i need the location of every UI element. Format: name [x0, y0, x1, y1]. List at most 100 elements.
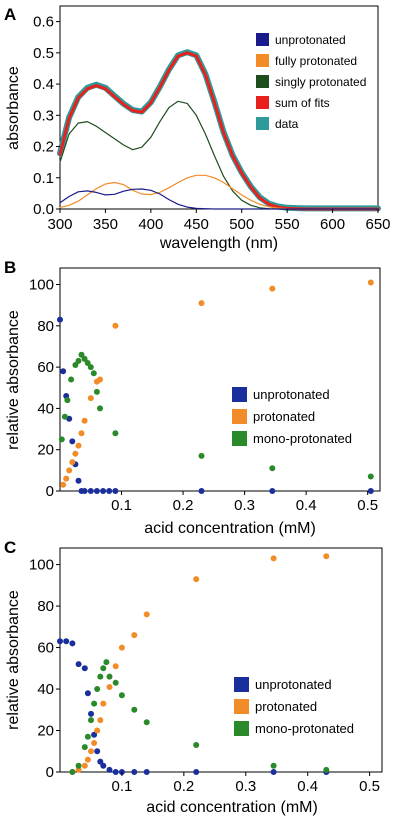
legend-swatch-singly-protonated [256, 75, 269, 88]
data-point-mono-protonated [91, 700, 98, 707]
data-point-unprotonated [106, 766, 113, 773]
data-point-mono-protonated [81, 744, 88, 751]
data-point-protonated [97, 376, 103, 383]
x-tick-label: 0.4 [297, 778, 318, 795]
data-point-unprotonated [112, 488, 119, 494]
panel-a-lines [57, 49, 381, 212]
y-tick-label: 0.4 [33, 76, 54, 93]
x-tick-label: 0.5 [357, 497, 378, 514]
data-point-unprotonated [112, 769, 119, 775]
data-point-unprotonated [57, 638, 63, 645]
legend-label-singly-protonated: singly protonated [275, 75, 366, 89]
data-point-mono-protonated [90, 370, 97, 377]
data-point-unprotonated [75, 477, 82, 484]
data-point-unprotonated [63, 638, 70, 645]
legend-label-protonated: protonated [253, 409, 315, 424]
y-tick-label: 0.6 [33, 14, 54, 31]
x-tick-label: 400 [138, 216, 163, 233]
x-tick-label: 600 [320, 216, 345, 233]
data-point-unprotonated [367, 488, 374, 494]
x-tick-label: 500 [229, 216, 254, 233]
data-point-unprotonated [57, 316, 63, 323]
legend-label-mono-protonated: mono-protonated [253, 431, 352, 446]
data-point-protonated [106, 684, 113, 690]
data-point-mono-protonated [97, 673, 104, 680]
series-line-unprotonated [59, 188, 379, 210]
data-point-unprotonated [269, 488, 276, 494]
data-point-protonated [69, 459, 76, 466]
data-point-mono-protonated [75, 762, 82, 769]
data-point-unprotonated [193, 769, 200, 775]
y-tick-label: 80 [37, 318, 54, 335]
panel-c-points [57, 553, 330, 775]
data-point-protonated [72, 450, 79, 457]
data-point-unprotonated [97, 758, 104, 765]
panel-a-ylabel: absorbance [5, 66, 22, 150]
data-point-protonated [118, 644, 125, 651]
panel-a-plot: 300 350 400 450 500 550 600 650 0.0 0.1 0.2 0.3 0.4 0… [5, 5, 391, 252]
y-tick-label: 100 [29, 557, 54, 574]
data-point-protonated [91, 740, 98, 746]
legend-label-data: data [275, 117, 299, 131]
data-point-protonated [112, 663, 119, 670]
x-tick-label: 0.2 [173, 778, 194, 795]
data-point-protonated [81, 417, 88, 424]
data-point-unprotonated [270, 769, 277, 775]
data-point-mono-protonated [100, 665, 107, 672]
data-point-unprotonated [143, 769, 150, 775]
data-point-unprotonated [131, 769, 138, 775]
x-tick-label: 650 [365, 216, 390, 233]
y-tick-label: 0.2 [33, 139, 54, 156]
data-point-unprotonated [100, 762, 107, 769]
x-tick-label: 550 [275, 216, 300, 233]
data-point-mono-protonated [75, 357, 82, 364]
x-tick-label: 0.3 [235, 778, 256, 795]
data-point-protonated [63, 475, 70, 482]
legend-label-fully-protonated: fully protonated [275, 54, 357, 68]
panel-a-legend: unprotonated fully protonated singly proto… [256, 33, 366, 131]
data-point-mono-protonated [118, 692, 125, 699]
data-point-mono-protonated [143, 719, 150, 726]
legend-swatch-mono-protonated [232, 431, 247, 446]
data-point-unprotonated [94, 748, 101, 755]
panel-a-ticks: 300 350 400 450 500 550 600 650 0.0 0.1 0.2 0.3 0.4 0… [33, 14, 390, 233]
legend-label-unprotonated: unprotonated [275, 33, 346, 47]
x-tick-label: 300 [47, 216, 72, 233]
data-point-protonated [81, 762, 88, 769]
panel-c-legend: unprotonated protonated mono-protonated [234, 677, 354, 736]
y-tick-label: 100 [29, 277, 54, 294]
data-point-unprotonated [75, 661, 82, 668]
legend-swatch-mono-protonated [234, 721, 249, 736]
y-tick-label: 20 [37, 442, 54, 459]
panel-b-frame [59, 267, 381, 492]
data-point-mono-protonated [61, 413, 68, 420]
data-point-protonated [270, 555, 277, 562]
data-point-mono-protonated [58, 436, 65, 443]
data-point-protonated [100, 700, 107, 707]
data-point-protonated [87, 395, 94, 402]
data-point-mono-protonated [97, 405, 103, 412]
data-point-protonated [269, 285, 276, 292]
data-point-mono-protonated [193, 742, 200, 748]
data-point-mono-protonated [103, 659, 110, 666]
x-tick-label: 0.2 [173, 497, 194, 514]
panel-b-xlabel: acid concentration (mM) [144, 520, 316, 537]
panel-b-ticks: 0.1 0.2 0.3 0.4 0.5 0 20 40 60 80 100 [29, 277, 378, 514]
data-point-unprotonated [87, 488, 94, 494]
panel-c-ticks: 0.1 0.2 0.3 0.4 0.5 0 20 40 60 80 100 [29, 557, 380, 795]
y-tick-label: 0.5 [33, 45, 54, 62]
data-point-unprotonated [88, 710, 94, 717]
data-point-mono-protonated [367, 473, 374, 480]
data-point-protonated [84, 756, 91, 763]
data-point-mono-protonated [93, 388, 100, 395]
x-tick-label: 0.4 [296, 497, 317, 514]
series-line-fully-protonated [59, 174, 379, 210]
panel-b-legend: unprotonated protonated mono-protonated [232, 387, 352, 446]
legend-swatch-fully-protonated [256, 54, 269, 67]
data-point-mono-protonated [112, 679, 119, 686]
x-tick-label: 450 [184, 216, 209, 233]
data-point-protonated [143, 611, 150, 618]
panel-b-points [57, 279, 374, 494]
data-point-protonated [78, 430, 85, 437]
